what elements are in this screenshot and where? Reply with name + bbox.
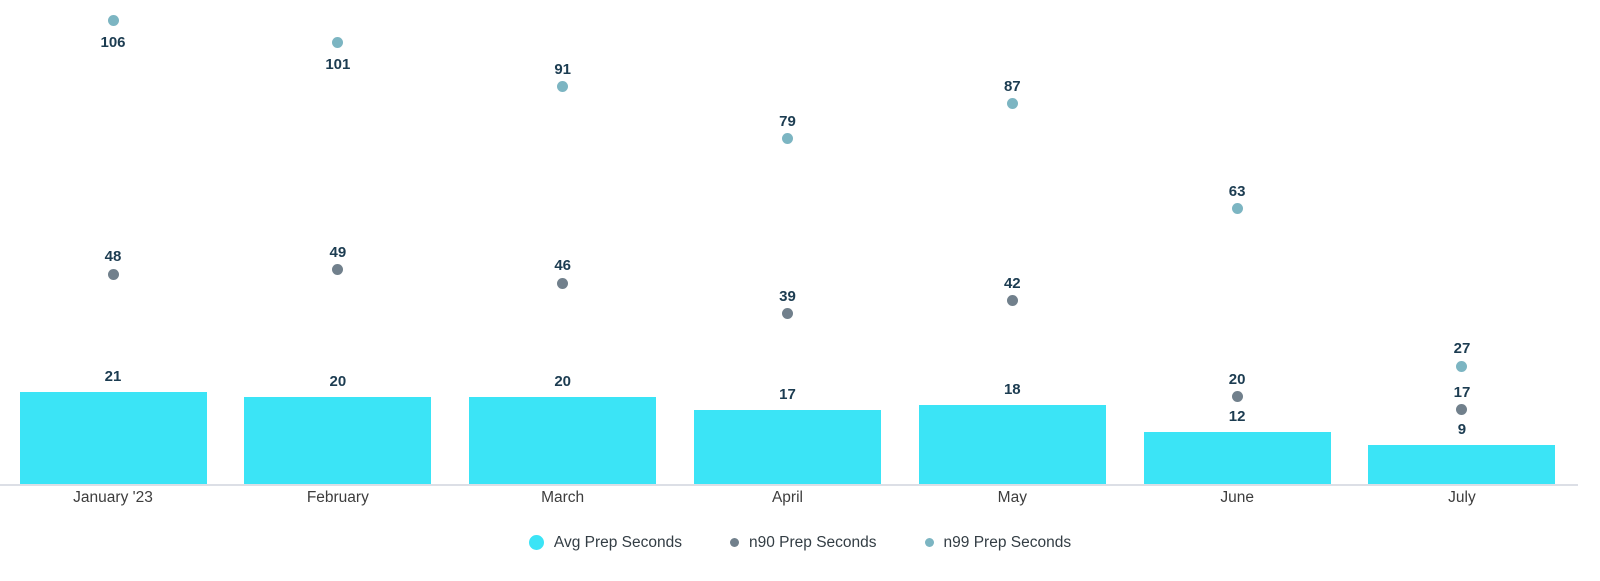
avg-prep-seconds-marker-icon (528, 535, 544, 550)
x-axis-label-march: March (541, 489, 585, 506)
x-axis-label-april: April (771, 489, 803, 506)
value-label-avg-prep-seconds-march: 20 (554, 372, 571, 390)
n90-prep-seconds-marker-icon (730, 538, 739, 547)
legend-item-avg-prep-seconds[interactable]: Avg Prep Seconds (528, 533, 682, 552)
bar-april[interactable] (693, 409, 881, 484)
bar-january-23[interactable] (19, 392, 207, 484)
value-label-n99-prep-seconds-march: 91 (554, 60, 571, 78)
value-label-n90-prep-seconds-april: 39 (779, 287, 796, 305)
n99-prep-seconds-dot-june[interactable] (1231, 203, 1243, 215)
legend-item-n99-prep-seconds[interactable]: n99 Prep Seconds (924, 533, 1072, 552)
value-label-avg-prep-seconds-may: 18 (1003, 381, 1021, 399)
value-label-avg-prep-seconds-july: 9 (1457, 420, 1467, 438)
n90-prep-seconds-dot-may[interactable] (1006, 295, 1018, 307)
value-label-n90-prep-seconds-february: 49 (329, 243, 347, 261)
value-label-avg-prep-seconds-june: 12 (1228, 407, 1246, 425)
n90-prep-seconds-dot-march[interactable] (557, 277, 569, 289)
n90-prep-seconds-dot-january-23[interactable] (107, 268, 119, 280)
n90-prep-seconds-dot-february[interactable] (332, 264, 344, 276)
x-axis-label-may: May (997, 489, 1027, 506)
value-label-n90-prep-seconds-june: 20 (1228, 370, 1246, 388)
value-label-avg-prep-seconds-april: 17 (779, 385, 796, 403)
n99-prep-seconds-dot-april[interactable] (781, 133, 793, 145)
x-axis-label-june: June (1220, 489, 1254, 506)
n99-prep-seconds-dot-may[interactable] (1006, 98, 1018, 110)
value-label-avg-prep-seconds-january-23: 21 (104, 368, 122, 386)
n90-prep-seconds-dot-july[interactable] (1456, 404, 1468, 416)
value-label-n99-prep-seconds-april: 79 (779, 112, 796, 130)
value-label-n99-prep-seconds-june: 63 (1228, 182, 1246, 200)
x-axis-label-february: February (306, 489, 369, 506)
value-label-avg-prep-seconds-february: 20 (329, 372, 347, 390)
value-label-n99-prep-seconds-july: 27 (1453, 340, 1471, 358)
legend-label-n99-prep-seconds: n99 Prep Seconds (943, 534, 1072, 551)
x-axis-line (0, 484, 1578, 486)
n99-prep-seconds-dot-march[interactable] (557, 81, 569, 92)
bar-march[interactable] (469, 396, 657, 484)
n99-prep-seconds-dot-july[interactable] (1456, 360, 1468, 372)
legend-label-n90-prep-seconds: n90 Prep Seconds (749, 534, 877, 551)
bar-june[interactable] (1143, 431, 1331, 484)
value-label-n90-prep-seconds-may: 42 (1003, 274, 1021, 292)
bar-may[interactable] (918, 405, 1106, 484)
chart-legend: Avg Prep Seconds n90 Prep Seconds n99 Pr… (0, 533, 1600, 552)
legend-item-n90-prep-seconds[interactable]: n90 Prep Seconds (730, 533, 877, 552)
legend-label-avg-prep-seconds: Avg Prep Seconds (553, 534, 682, 551)
value-label-n90-prep-seconds-july: 17 (1453, 383, 1471, 401)
n90-prep-seconds-dot-june[interactable] (1231, 391, 1243, 403)
bar-february[interactable] (244, 396, 432, 484)
value-label-n90-prep-seconds-march: 46 (554, 257, 571, 275)
value-label-n99-prep-seconds-may: 87 (1003, 77, 1021, 95)
value-label-n99-prep-seconds-january-23: 106 (100, 33, 126, 51)
n99-prep-seconds-dot-january-23[interactable] (107, 15, 119, 27)
value-label-n99-prep-seconds-february: 101 (325, 55, 351, 73)
bar-july[interactable] (1368, 444, 1556, 484)
n90-prep-seconds-dot-april[interactable] (781, 308, 793, 320)
x-axis-label-january-23: January '23 (73, 489, 153, 506)
n99-prep-seconds-marker-icon (924, 538, 934, 547)
value-label-n90-prep-seconds-january-23: 48 (104, 248, 122, 266)
x-axis-label-july: July (1448, 489, 1476, 506)
n99-prep-seconds-dot-february[interactable] (332, 37, 344, 49)
